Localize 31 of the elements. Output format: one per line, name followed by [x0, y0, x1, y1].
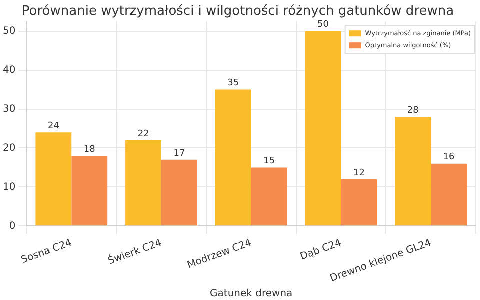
x-tick-label: Dąb C24: [298, 238, 344, 263]
data-label: 12: [353, 168, 365, 178]
x-tick-label: Sosna C24: [20, 238, 74, 266]
x-tick-label: Świerk C24: [106, 236, 164, 268]
y-tick-label: 10: [2, 182, 16, 193]
data-label: 16: [443, 152, 456, 163]
y-tick-label: 30: [2, 104, 16, 115]
bar: [36, 132, 72, 226]
bar: [251, 168, 288, 226]
bar: [126, 140, 162, 226]
data-label: 17: [174, 148, 186, 159]
data-label: 22: [138, 129, 150, 140]
data-label: 24: [48, 121, 60, 132]
bar: [72, 156, 108, 226]
bar: [341, 179, 378, 226]
y-tick-label: 20: [2, 142, 16, 154]
y-tick-label: 0: [9, 220, 16, 232]
bar: [215, 90, 252, 226]
data-label: 15: [264, 156, 276, 167]
y-tick-label: 40: [2, 64, 16, 76]
bar: [162, 160, 198, 226]
y-tick-label: 50: [2, 26, 16, 37]
bar: [431, 164, 468, 226]
chart-title: Porównanie wytrzymałości i wilgotności różnych gatunków drewna: [22, 4, 454, 20]
bar: [305, 31, 342, 226]
data-label: 28: [407, 106, 420, 116]
data-label: 50: [318, 20, 330, 30]
x-axis-title: Gatunek drewna: [210, 288, 293, 300]
data-label: 18: [84, 144, 96, 155]
bar: [395, 117, 432, 226]
data-label: 35: [228, 78, 240, 89]
